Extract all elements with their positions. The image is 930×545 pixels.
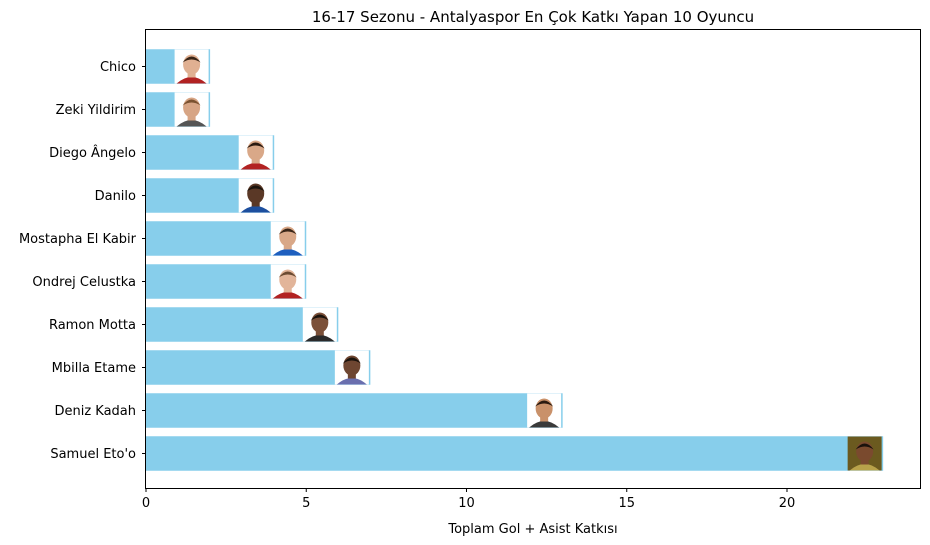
bar-2 bbox=[146, 393, 563, 428]
x-tick-label: 10 bbox=[458, 496, 475, 511]
y-tick-label: Danilo bbox=[95, 189, 136, 204]
y-axis-ticks: Samuel Eto'o Deniz Kadah Mbilla Etame Ramon… bbox=[19, 60, 146, 462]
player-photo-icon bbox=[527, 393, 562, 428]
y-tick-label: Chico bbox=[100, 60, 136, 75]
bar-3 bbox=[146, 350, 371, 385]
player-photo-icon bbox=[334, 350, 369, 385]
player-photo-icon bbox=[238, 135, 273, 170]
x-tick-label: 5 bbox=[302, 496, 310, 511]
x-axis-label: Toplam Gol + Asist Katkısı bbox=[447, 522, 617, 537]
y-tick-label: Diego Ângelo bbox=[49, 145, 136, 161]
x-tick-label: 0 bbox=[142, 496, 150, 511]
player-photo-icon bbox=[270, 221, 305, 256]
x-tick-label: 15 bbox=[618, 496, 635, 511]
y-tick-label: Ondrej Celustka bbox=[32, 275, 136, 290]
y-tick-label: Mostapha El Kabir bbox=[19, 232, 137, 247]
player-photo-icon bbox=[174, 92, 209, 127]
player-photo-icon bbox=[302, 307, 337, 342]
y-tick-label: Samuel Eto'o bbox=[50, 447, 136, 462]
player-photo-icon bbox=[270, 264, 305, 299]
player-photos-layer bbox=[174, 49, 882, 471]
player-photo-icon bbox=[847, 436, 882, 471]
plot-area-frame bbox=[145, 29, 921, 489]
chart-title: 16-17 Sezonu - Antalyaspor En Çok Katkı … bbox=[312, 8, 754, 26]
y-tick-label: Zeki Yildirim bbox=[56, 103, 136, 118]
x-tick-label: 20 bbox=[779, 496, 796, 511]
y-tick-label: Deniz Kadah bbox=[54, 404, 136, 419]
player-photo-icon bbox=[174, 49, 209, 84]
y-tick-label: Mbilla Etame bbox=[52, 361, 136, 376]
bars-layer bbox=[146, 49, 884, 471]
x-axis-ticks: 0 5 10 15 20 bbox=[142, 488, 795, 511]
y-tick-label: Ramon Motta bbox=[49, 318, 136, 333]
bar-1 bbox=[146, 436, 884, 471]
player-photo-icon bbox=[238, 178, 273, 213]
